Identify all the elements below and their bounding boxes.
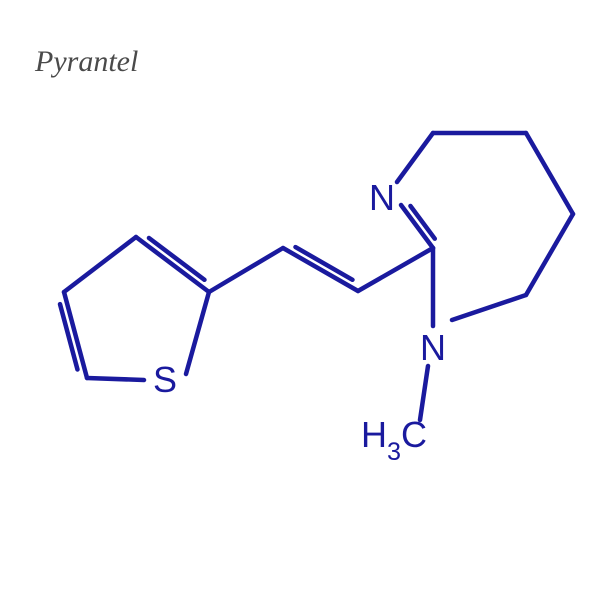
compound-title: Pyrantel: [35, 45, 138, 79]
atom-label-H3C: H3C: [361, 414, 427, 462]
atom-label-N1: N: [369, 177, 395, 219]
atom-label-N2: N: [420, 327, 446, 369]
molecule-diagram: [0, 0, 600, 600]
atom-label-S: S: [153, 359, 177, 401]
